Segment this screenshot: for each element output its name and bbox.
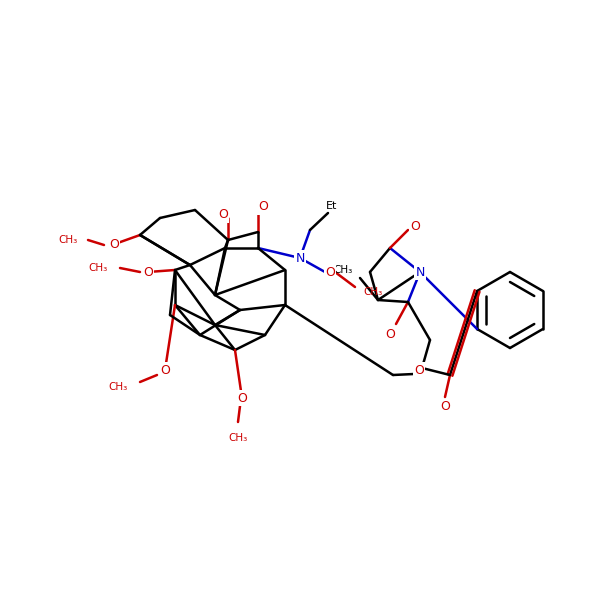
Text: O: O <box>325 265 335 278</box>
Text: O: O <box>218 208 228 221</box>
Text: O: O <box>414 364 424 377</box>
Text: CH₃: CH₃ <box>109 382 128 392</box>
Text: O: O <box>109 238 119 251</box>
Text: O: O <box>385 328 395 340</box>
Text: O: O <box>410 220 420 232</box>
Text: CH₃: CH₃ <box>58 235 77 245</box>
Text: N: N <box>295 251 305 265</box>
Text: CH₃: CH₃ <box>229 433 248 443</box>
Text: O: O <box>160 364 170 377</box>
Text: O: O <box>258 200 268 214</box>
Text: O: O <box>440 401 450 413</box>
Text: CH₃: CH₃ <box>88 263 107 273</box>
Text: CH₃: CH₃ <box>364 287 383 297</box>
Text: CH₃: CH₃ <box>334 265 353 275</box>
Text: Et: Et <box>326 201 338 211</box>
Text: N: N <box>415 265 425 278</box>
Text: O: O <box>143 265 153 278</box>
Text: O: O <box>237 391 247 404</box>
